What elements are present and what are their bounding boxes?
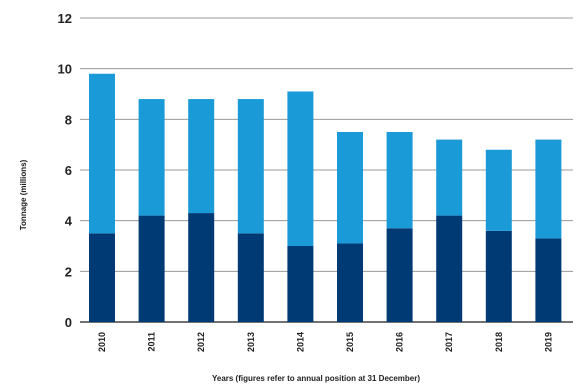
bar-2014-series-2 (287, 91, 314, 246)
bar-2019-series-1 (535, 238, 562, 322)
bars (89, 73, 562, 322)
y-tick-label-10: 10 (58, 62, 72, 77)
y-tick-label-0: 0 (65, 315, 72, 330)
y-tick-label-4: 4 (65, 214, 73, 229)
x-tick-label-2015: 2015 (345, 332, 355, 352)
bar-2015-series-1 (337, 243, 363, 322)
x-tick-label-2019: 2019 (543, 332, 553, 352)
x-tick-label-2011: 2011 (147, 332, 157, 352)
x-axis-title: Years (figures refer to annual position … (212, 374, 420, 383)
x-tick-label-2017: 2017 (444, 332, 454, 352)
bar-2015-series-2 (337, 132, 363, 244)
bar-2010-series-1 (89, 233, 115, 322)
x-tick-label-2013: 2013 (246, 332, 256, 352)
bar-2018-series-1 (485, 230, 512, 322)
bar-2011-series-1 (138, 215, 165, 322)
bar-2013-series-2 (237, 99, 264, 234)
bar-2013-series-1 (237, 233, 264, 322)
y-tick-label-12: 12 (58, 11, 72, 26)
x-tick-label-2012: 2012 (196, 332, 206, 352)
bar-2017-series-2 (436, 139, 463, 216)
x-tick-label-2016: 2016 (395, 332, 405, 352)
y-axis-title: Tonnage (millions) (19, 159, 28, 230)
x-tick-label-2010: 2010 (97, 332, 107, 352)
y-axis-ticks: 0 2 4 6 8 10 12 (58, 11, 73, 330)
y-tick-label-2: 2 (65, 264, 72, 279)
y-tick-label-6: 6 (65, 163, 72, 178)
bar-2016-series-2 (386, 132, 413, 229)
bar-2014-series-1 (287, 246, 314, 322)
y-tick-label-8: 8 (65, 112, 72, 127)
x-axis-ticks: 2010 2011 2012 2013 2014 2015 2016 2017 2018 2019 (97, 332, 553, 352)
bar-2012-series-2 (188, 99, 215, 214)
bar-2016-series-1 (386, 228, 413, 322)
bar-2011-series-2 (138, 99, 165, 216)
x-tick-label-2014: 2014 (295, 332, 305, 352)
bar-2019-series-2 (535, 139, 562, 239)
bar-2017-series-1 (436, 215, 463, 322)
bar-2012-series-1 (188, 213, 215, 322)
bar-2010-series-2 (89, 73, 115, 234)
bar-2018-series-2 (485, 149, 512, 231)
x-tick-label-2018: 2018 (494, 332, 504, 352)
